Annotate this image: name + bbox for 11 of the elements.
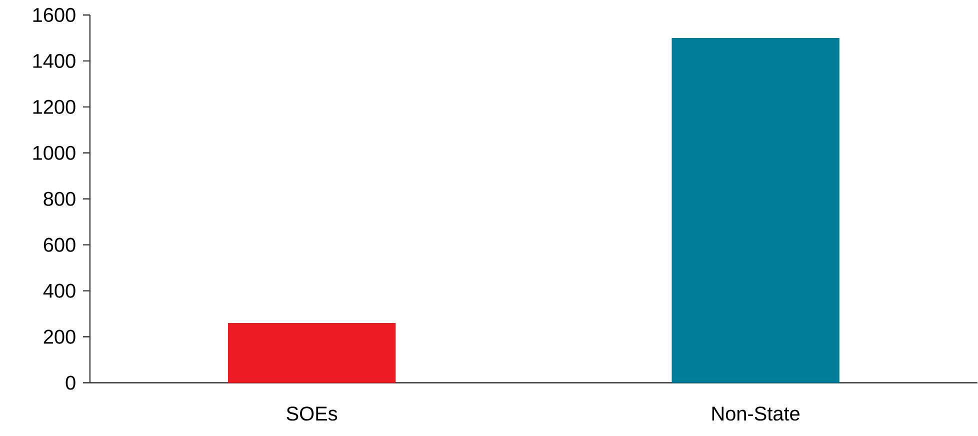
y-tick-label: 400 bbox=[43, 284, 76, 298]
y-tick-label: 0 bbox=[66, 376, 76, 390]
y-tick-label: 1000 bbox=[33, 146, 76, 160]
y-tick-label: 1600 bbox=[33, 8, 76, 22]
y-tick-label: 600 bbox=[44, 238, 76, 252]
y-tick-label: 200 bbox=[44, 330, 76, 344]
y-tick-label: 1200 bbox=[33, 100, 76, 114]
y-tick-label: 800 bbox=[44, 192, 76, 206]
x-tick-label: SOEs bbox=[286, 406, 338, 421]
y-tick-label: 1400 bbox=[33, 54, 76, 68]
x-tick-label: Non-State bbox=[712, 406, 800, 421]
